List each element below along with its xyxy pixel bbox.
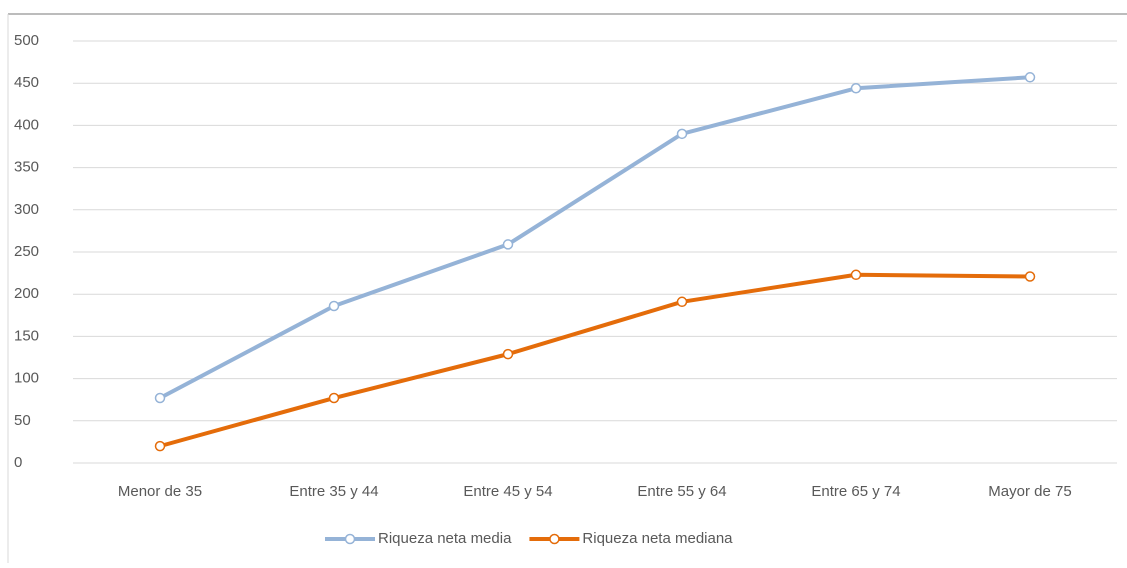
x-tick-label: Entre 55 y 64 <box>637 483 726 500</box>
x-tick-label: Entre 35 y 44 <box>289 483 378 500</box>
y-tick-label: 200 <box>14 285 39 302</box>
point-marker <box>850 83 862 94</box>
legend-label: Riqueza neta media <box>378 530 512 547</box>
y-tick-label: 300 <box>14 201 39 218</box>
legend-label: Riqueza neta mediana <box>582 530 733 547</box>
point-marker <box>1024 72 1036 83</box>
y-tick-label: 50 <box>14 412 31 429</box>
y-tick-label: 400 <box>14 116 39 133</box>
y-tick-label: 150 <box>14 327 39 344</box>
y-tick-label: 250 <box>14 243 39 260</box>
x-tick-label: Entre 45 y 54 <box>463 483 552 500</box>
point-marker <box>676 128 688 140</box>
x-tick-label: Mayor de 75 <box>988 483 1071 500</box>
x-tick-label: Entre 65 y 74 <box>811 483 900 500</box>
legend-marker <box>549 533 560 545</box>
legend-marker <box>344 533 356 545</box>
point-marker <box>850 269 862 281</box>
y-tick-label: 450 <box>14 74 39 91</box>
y-tick-label: 350 <box>14 159 39 176</box>
point-marker <box>1024 271 1036 282</box>
point-marker <box>502 348 514 360</box>
point-marker <box>328 300 340 312</box>
x-tick-label: Menor de 35 <box>118 483 202 500</box>
series-line <box>158 272 1032 449</box>
point-marker <box>676 296 688 308</box>
point-marker <box>154 440 166 452</box>
point-marker <box>328 392 340 404</box>
point-marker <box>154 392 166 404</box>
y-tick-label: 0 <box>14 454 22 471</box>
y-tick-label: 500 <box>14 32 39 49</box>
point-marker <box>502 239 514 250</box>
y-tick-label: 100 <box>14 370 39 387</box>
series-line <box>158 75 1032 401</box>
